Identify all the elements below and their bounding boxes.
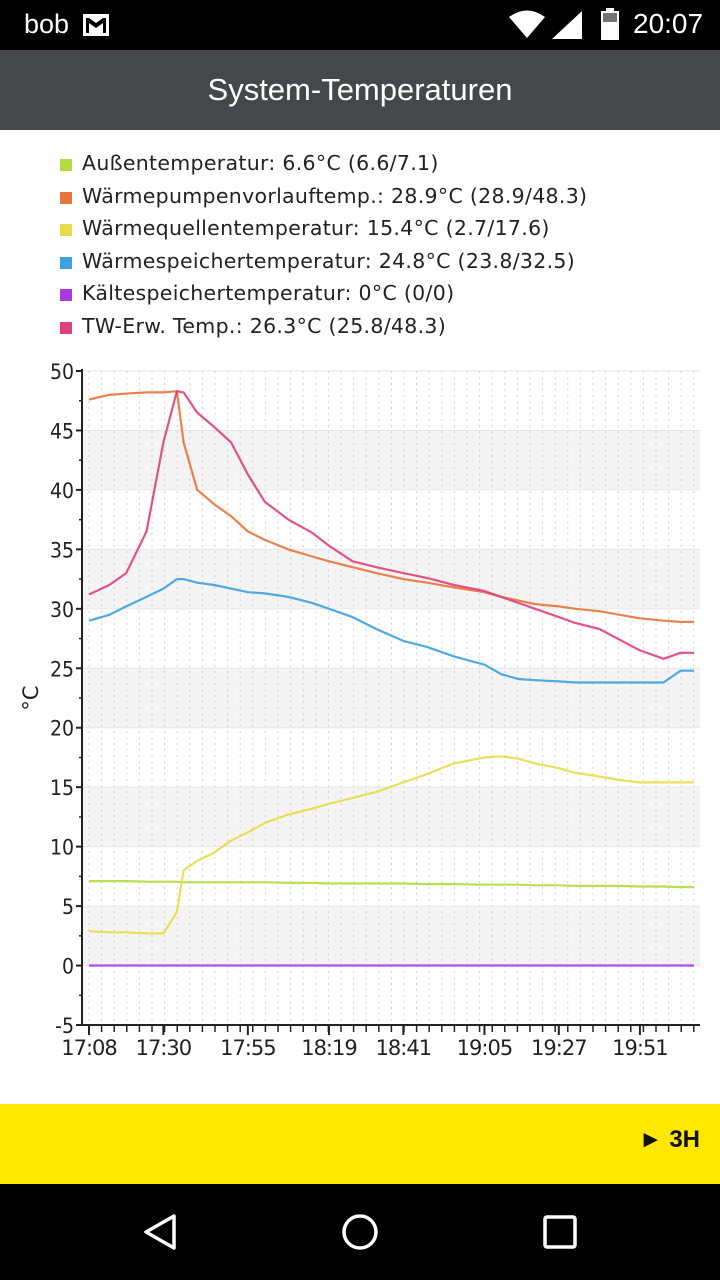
series-line: [89, 879, 694, 889]
legend-label: Wärmespeichertemperatur: 24.8°C (23.8/32…: [82, 248, 576, 273]
y-tick-label: 40: [50, 479, 74, 503]
x-tick-label: 19:51: [612, 1036, 668, 1060]
legend-item: Wärmespeichertemperatur: 24.8°C (23.8/32…: [58, 246, 698, 279]
legend-label: TW-Erw. Temp.: 26.3°C (25.8/48.3): [82, 313, 447, 338]
y-tick-label: 35: [50, 538, 74, 562]
legend-item: Wärmequellentemperatur: 15.4°C (2.7/17.6…: [58, 213, 698, 246]
status-time: 20:07: [633, 8, 704, 39]
footer-bar: ► 3H: [0, 1104, 720, 1184]
series-line: [88, 755, 694, 935]
legend-item: Kältespeichertemperatur: 0°C (0/0): [58, 278, 698, 311]
recents-icon[interactable]: [540, 1212, 580, 1252]
legend-item: Wärmepumpenvorlauftemp.: 28.9°C (28.9/48…: [58, 181, 698, 214]
y-tick-label: 15: [50, 776, 74, 800]
y-tick-label: 10: [50, 836, 74, 860]
x-tick-label: 18:41: [376, 1036, 432, 1060]
legend-swatch: [60, 224, 72, 236]
y-tick-label: 30: [50, 598, 74, 622]
y-tick-label: 45: [50, 419, 74, 443]
mail-icon: [83, 14, 109, 36]
y-tick-label: 50: [50, 360, 74, 384]
page-title: System-Temperaturen: [207, 72, 513, 107]
x-tick-label: 19:27: [531, 1036, 587, 1060]
back-icon[interactable]: [140, 1212, 180, 1252]
legend-label: Wärmepumpenvorlauftemp.: 28.9°C (28.9/48…: [82, 183, 588, 208]
signal-icon: [552, 11, 582, 39]
x-tick-label: 19:05: [457, 1036, 513, 1060]
status-user: bob: [24, 9, 70, 39]
status-bar: bob 20:07: [0, 0, 720, 50]
title-bar: System-Temperaturen: [0, 50, 720, 130]
y-axis-label: °C: [19, 685, 43, 710]
legend-swatch: [60, 256, 72, 269]
home-icon[interactable]: [340, 1212, 380, 1252]
legend-label: Kältespeichertemperatur: 0°C (0/0): [82, 281, 455, 305]
legend-label: Wärmequellentemperatur: 15.4°C (2.7/17.6…: [82, 216, 550, 240]
y-tick-label: 25: [50, 657, 74, 681]
x-tick-label: 17:08: [61, 1036, 117, 1060]
y-tick-label: 20: [50, 717, 74, 741]
legend-swatch: [60, 159, 72, 171]
time-range-button[interactable]: ► 3H: [638, 1126, 700, 1153]
legend-label: Außentemperatur: 6.6°C (6.6/7.1): [82, 151, 439, 175]
temperature-chart: -5 0 5 10 15 20 25 30 35 40 45 50 °C 17:08 17:30 17:55 1…: [19, 360, 700, 1060]
legend-swatch: [60, 289, 72, 301]
series-line: [88, 578, 694, 684]
wifi-icon: [509, 10, 545, 38]
legend-swatch: [60, 321, 72, 334]
navigation-bar: [0, 1184, 720, 1280]
battery-icon: [601, 8, 619, 40]
legend-swatch: [60, 191, 72, 204]
y-tick-label: 0: [62, 955, 74, 979]
x-tick-label: 18:19: [301, 1036, 357, 1060]
y-tick-label: -5: [55, 1014, 74, 1038]
series-line: [88, 390, 694, 623]
chart-legend: Außentemperatur: 6.6°C (6.6/7.1) Wärmepu…: [58, 148, 698, 343]
x-tick-label: 17:30: [136, 1036, 192, 1060]
x-tick-label: 17:55: [220, 1036, 276, 1060]
legend-item: TW-Erw. Temp.: 26.3°C (25.8/48.3): [58, 311, 698, 344]
legend-item: Außentemperatur: 6.6°C (6.6/7.1): [58, 148, 698, 181]
y-tick-label: 5: [62, 895, 74, 919]
series-line: [88, 390, 694, 660]
